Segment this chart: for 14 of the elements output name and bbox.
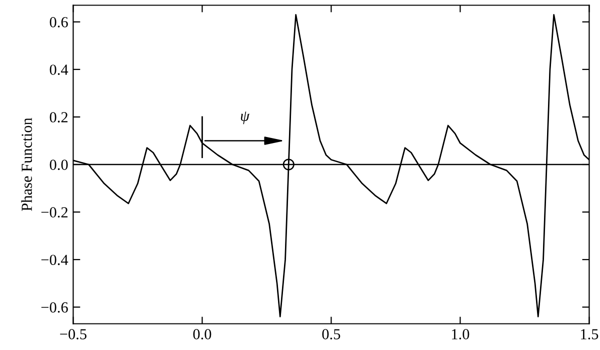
y-tick-label: 0.4 xyxy=(50,64,68,75)
annotation: ψ xyxy=(240,112,250,124)
y-axis-title: Phase Function xyxy=(21,118,32,211)
y-tick-label: 0.6 xyxy=(50,17,68,28)
x-tick-label: 0.5 xyxy=(322,329,340,340)
y-tick-label: 0.2 xyxy=(50,112,68,122)
x-tick-label: 1.5 xyxy=(580,329,598,340)
y-tick-label: −0.4 xyxy=(41,254,68,266)
y-tick-label: −0.6 xyxy=(41,302,68,313)
x-tick-label: 0.0 xyxy=(193,329,212,340)
x-tick-label: −0.5 xyxy=(60,329,86,340)
y-tick-label: 0.0 xyxy=(50,160,68,170)
y-tick-label: −0.2 xyxy=(41,207,68,218)
x-tick-label: 1.0 xyxy=(452,329,470,340)
